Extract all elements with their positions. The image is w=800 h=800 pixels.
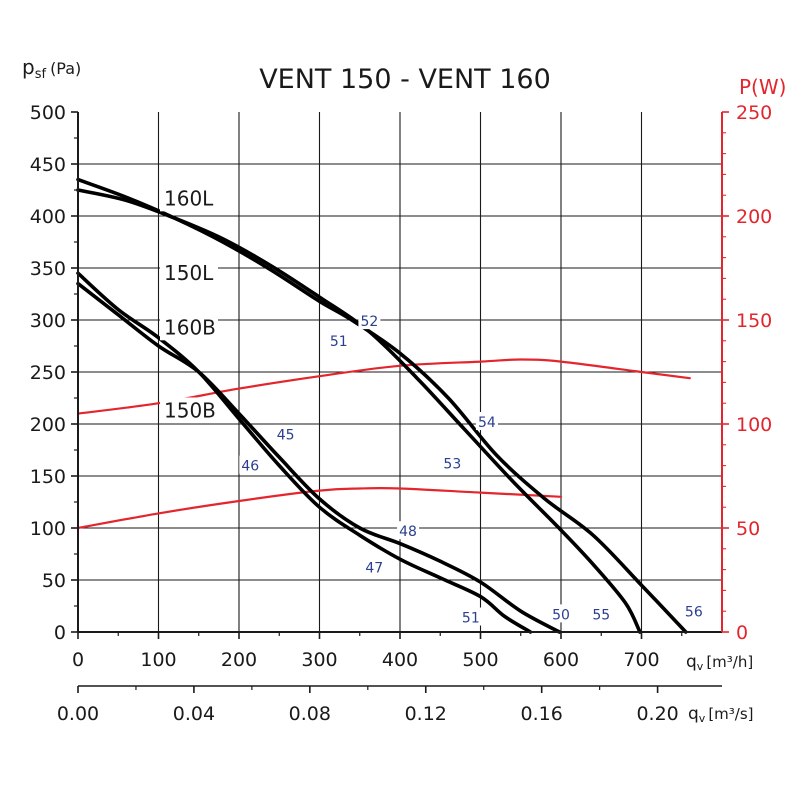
x-tick-label: 300 — [301, 649, 337, 671]
noise-label: 51 — [462, 611, 480, 627]
right-tick-label: 100 — [736, 414, 772, 436]
curve-label-150b: 150B — [164, 398, 216, 422]
noise-label: 46 — [241, 459, 259, 475]
noise-label-background — [327, 330, 350, 349]
left-tick-label: 150 — [30, 466, 66, 488]
right-axis-title: P(W) — [739, 75, 786, 99]
left-tick-label: 50 — [42, 570, 66, 592]
left-tick-label: 450 — [30, 154, 66, 176]
noise-label-background — [475, 412, 498, 430]
noise-label: 55 — [592, 607, 610, 623]
x-axis-title-unit: [m³/h] — [706, 653, 753, 671]
left-tick-label: 500 — [30, 102, 66, 124]
curve-labels: 160L 150L 160B 150B — [160, 185, 218, 424]
x-tick-label: 100 — [140, 649, 176, 671]
x-axis-secondary-title: qv [m³/s] — [688, 704, 754, 725]
curve-label-150l: 150L — [164, 261, 214, 285]
noise-label-background — [459, 607, 482, 626]
noise-label-background — [550, 604, 572, 623]
noise-label: 47 — [365, 561, 383, 577]
left-tick-label: 350 — [30, 258, 66, 280]
x2-tick-label: 0.08 — [289, 703, 331, 725]
right-tick-label: 250 — [736, 102, 772, 124]
left-axis-title-main: p — [22, 55, 35, 79]
curve-150l — [76, 177, 688, 634]
power-curve-5 — [76, 486, 563, 530]
x2-tick-label: 0.04 — [173, 703, 215, 725]
noise-label-background — [397, 521, 420, 540]
x-tick-label: 700 — [623, 649, 659, 671]
left-axis-title: psf (Pa) — [22, 55, 81, 82]
right-tick-label: 150 — [736, 310, 772, 332]
x-tick-label: 400 — [382, 649, 418, 671]
noise-label-background — [358, 311, 381, 330]
noise-label: 53 — [443, 457, 461, 473]
x-axis-title: qv [m³/h] — [686, 652, 753, 673]
x2-tick-label: 0.00 — [57, 703, 99, 725]
noise-label-background — [590, 604, 613, 623]
noise-label: 54 — [478, 415, 496, 431]
x-axis-title-main: q — [686, 652, 697, 672]
curve-160b — [76, 281, 562, 634]
noise-label: 51 — [330, 334, 348, 350]
x-axis-secondary-title-main: q — [688, 704, 699, 724]
left-tick-label: 0 — [54, 622, 66, 644]
curve-label-background — [160, 260, 218, 287]
noise-label-background — [441, 453, 464, 472]
left-axis-title-unit: (Pa) — [50, 59, 81, 78]
left-tick-label: 200 — [30, 414, 66, 436]
noise-label: 52 — [360, 314, 378, 330]
curve-label-background — [160, 397, 218, 424]
axis-ticks: 0501001502002503003504004505000501001502… — [30, 102, 773, 725]
x-tick-label: 600 — [543, 649, 579, 671]
x-tick-label: 200 — [221, 649, 257, 671]
noise-label: 48 — [399, 524, 417, 540]
x-axis-title-sub: v — [697, 660, 704, 673]
noise-label: 45 — [277, 427, 295, 443]
x2-tick-label: 0.16 — [521, 703, 563, 725]
noise-label-background — [682, 601, 705, 620]
noise-labels: 52 51 54 53 45 46 48 47 51 50 55 56 — [239, 311, 705, 627]
left-tick-label: 400 — [30, 206, 66, 228]
noise-label-background — [363, 557, 386, 576]
noise-label: 50 — [552, 607, 570, 623]
right-tick-label: 200 — [736, 206, 772, 228]
curve-label-160b: 160B — [164, 315, 216, 339]
grid — [78, 112, 722, 632]
left-tick-label: 300 — [30, 310, 66, 332]
right-tick-label: 0 — [736, 622, 748, 644]
curve-label-160l: 160L — [164, 186, 214, 210]
curve-150b — [76, 271, 533, 634]
x-tick-label: 500 — [462, 649, 498, 671]
x2-tick-label: 0.20 — [636, 703, 678, 725]
noise-label-background — [239, 455, 262, 474]
x-axis-secondary-title-unit: [m³/s] — [708, 705, 753, 723]
left-tick-label: 100 — [30, 518, 66, 540]
pressure-curves — [76, 177, 688, 634]
left-tick-label: 250 — [30, 362, 66, 384]
noise-label-background — [274, 424, 297, 443]
noise-label: 56 — [685, 604, 703, 620]
x2-tick-label: 0.12 — [405, 703, 447, 725]
chart-title: VENT 150 - VENT 160 — [259, 64, 551, 95]
power-curves — [76, 358, 691, 530]
curve-label-background — [160, 185, 218, 212]
x-axis-secondary-title-sub: v — [699, 712, 706, 725]
x-tick-label: 0 — [72, 649, 84, 671]
left-axis-title-sub: sf — [35, 67, 47, 82]
right-tick-label: 50 — [736, 518, 760, 540]
curve-label-background — [160, 314, 218, 341]
